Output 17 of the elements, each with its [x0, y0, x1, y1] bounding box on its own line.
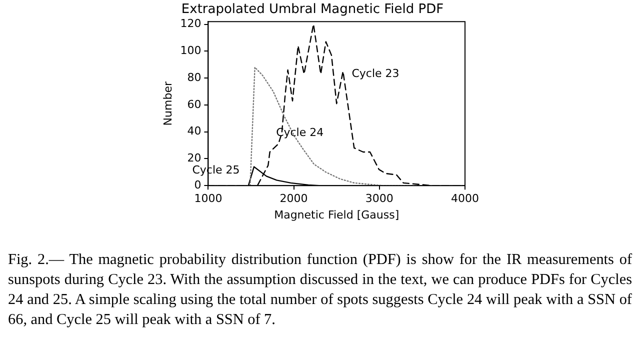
- series-label: Cycle 23: [352, 67, 400, 80]
- x-tick-label: 1000: [194, 192, 222, 206]
- x-tick-label: 4000: [451, 192, 479, 206]
- y-tick-label: 60: [187, 98, 202, 111]
- x-axis-title: Magnetic Field [Gauss]: [274, 208, 400, 222]
- y-tick-label: 120: [180, 17, 202, 30]
- chart-title: Extrapolated Umbral Magnetic Field PDF: [181, 2, 444, 18]
- y-axis-title: Number: [161, 81, 174, 126]
- caption: Fig. 2.— The magnetic probability distribution function (PDF) is show for the IR measurements of sunspots during Cycle 23. With the assumption discussed in the text, we can produce PDFs for Cycles 24 and 25. A simple scaling using the total number of spots suggests Cycle 24 will peak with a SSN of 66, and Cycle 25 will peak with a SSN of 7.: [8, 250, 632, 330]
- y-tick-label: 40: [187, 124, 202, 138]
- y-tick-label: 100: [180, 44, 202, 58]
- x-tick-label: 2000: [280, 192, 308, 206]
- y-tick-label: 80: [187, 70, 202, 84]
- y-tick-label: 20: [187, 152, 202, 165]
- x-tick-label: 3000: [365, 192, 394, 206]
- series-label: Cycle 24: [276, 126, 324, 140]
- y-tick-label: 0: [194, 178, 202, 192]
